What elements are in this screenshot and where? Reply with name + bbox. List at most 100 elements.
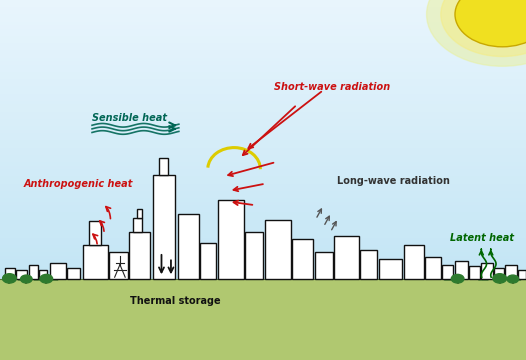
Bar	[0, 245, 526, 248]
Bar	[0, 14, 526, 18]
Bar	[0, 47, 526, 50]
Bar	[455, 261, 468, 279]
Bar	[0, 108, 526, 112]
Bar	[153, 175, 175, 279]
Bar	[0, 115, 526, 119]
Bar	[0, 302, 526, 306]
Bar	[0, 173, 526, 176]
Bar	[0, 259, 526, 263]
Bar	[0, 68, 526, 72]
Bar	[0, 313, 526, 317]
Polygon shape	[48, 274, 58, 280]
Circle shape	[40, 274, 53, 283]
Circle shape	[507, 275, 519, 283]
Bar	[0, 54, 526, 58]
Circle shape	[21, 275, 32, 283]
Circle shape	[455, 0, 526, 47]
Bar	[0, 97, 526, 101]
Bar	[0, 79, 526, 83]
Bar	[0, 187, 526, 191]
Bar	[0, 104, 526, 108]
Bar	[0, 184, 526, 187]
Bar	[0, 72, 526, 76]
Bar	[0, 277, 526, 281]
Bar	[29, 265, 38, 279]
Bar	[178, 214, 199, 279]
Bar	[0, 76, 526, 79]
Bar	[0, 43, 526, 47]
Bar	[442, 265, 453, 279]
Bar	[0, 158, 526, 162]
Bar	[137, 209, 142, 218]
Text: Long-wave radiation: Long-wave radiation	[337, 176, 450, 186]
Text: Latent heat: Latent heat	[450, 233, 514, 243]
Bar	[0, 248, 526, 252]
Bar	[379, 259, 402, 279]
Bar	[0, 151, 526, 155]
Bar	[0, 212, 526, 216]
Bar	[0, 50, 526, 54]
Bar	[315, 252, 333, 279]
Bar	[0, 144, 526, 148]
Polygon shape	[444, 275, 454, 280]
Bar	[0, 86, 526, 90]
Bar	[0, 274, 526, 277]
Bar	[0, 101, 526, 104]
Circle shape	[441, 0, 526, 57]
Bar	[0, 83, 526, 86]
Bar	[0, 238, 526, 241]
Bar	[129, 232, 150, 279]
Bar	[0, 191, 526, 194]
Bar	[159, 158, 168, 175]
Bar	[0, 25, 526, 29]
Bar	[0, 266, 526, 270]
Bar	[0, 137, 526, 140]
Bar	[218, 200, 244, 279]
Bar	[39, 270, 47, 279]
Polygon shape	[511, 275, 521, 280]
Bar	[0, 306, 526, 310]
Bar	[0, 4, 526, 7]
Bar	[0, 112, 526, 115]
Bar	[0, 270, 526, 274]
Polygon shape	[494, 275, 504, 280]
Bar	[0, 40, 526, 43]
Bar	[0, 295, 526, 299]
Bar	[16, 270, 27, 279]
Bar	[0, 292, 526, 295]
Bar	[5, 268, 15, 279]
Circle shape	[493, 274, 507, 283]
Bar	[0, 11, 526, 14]
Bar	[0, 0, 526, 4]
Bar	[0, 202, 526, 205]
Bar	[0, 349, 526, 353]
Bar	[0, 209, 526, 212]
Bar	[0, 256, 526, 259]
Bar	[425, 257, 441, 279]
Bar	[518, 270, 526, 279]
Bar	[0, 234, 526, 238]
Bar	[0, 94, 526, 97]
Bar	[0, 119, 526, 122]
Bar	[404, 245, 424, 279]
Bar	[0, 133, 526, 137]
Bar	[0, 324, 526, 328]
Bar	[0, 7, 526, 11]
Bar	[0, 353, 526, 356]
Bar	[0, 162, 526, 166]
Polygon shape	[18, 274, 28, 280]
Bar	[0, 90, 526, 94]
Bar	[0, 205, 526, 209]
Bar	[0, 299, 526, 302]
Bar	[0, 61, 526, 65]
Bar	[0, 279, 526, 360]
Bar	[481, 263, 493, 279]
Bar	[0, 227, 526, 230]
Bar	[0, 169, 526, 173]
Bar	[0, 58, 526, 61]
Bar	[0, 310, 526, 313]
Bar	[0, 65, 526, 68]
Bar	[0, 22, 526, 25]
Bar	[265, 220, 291, 279]
Bar	[0, 284, 526, 288]
